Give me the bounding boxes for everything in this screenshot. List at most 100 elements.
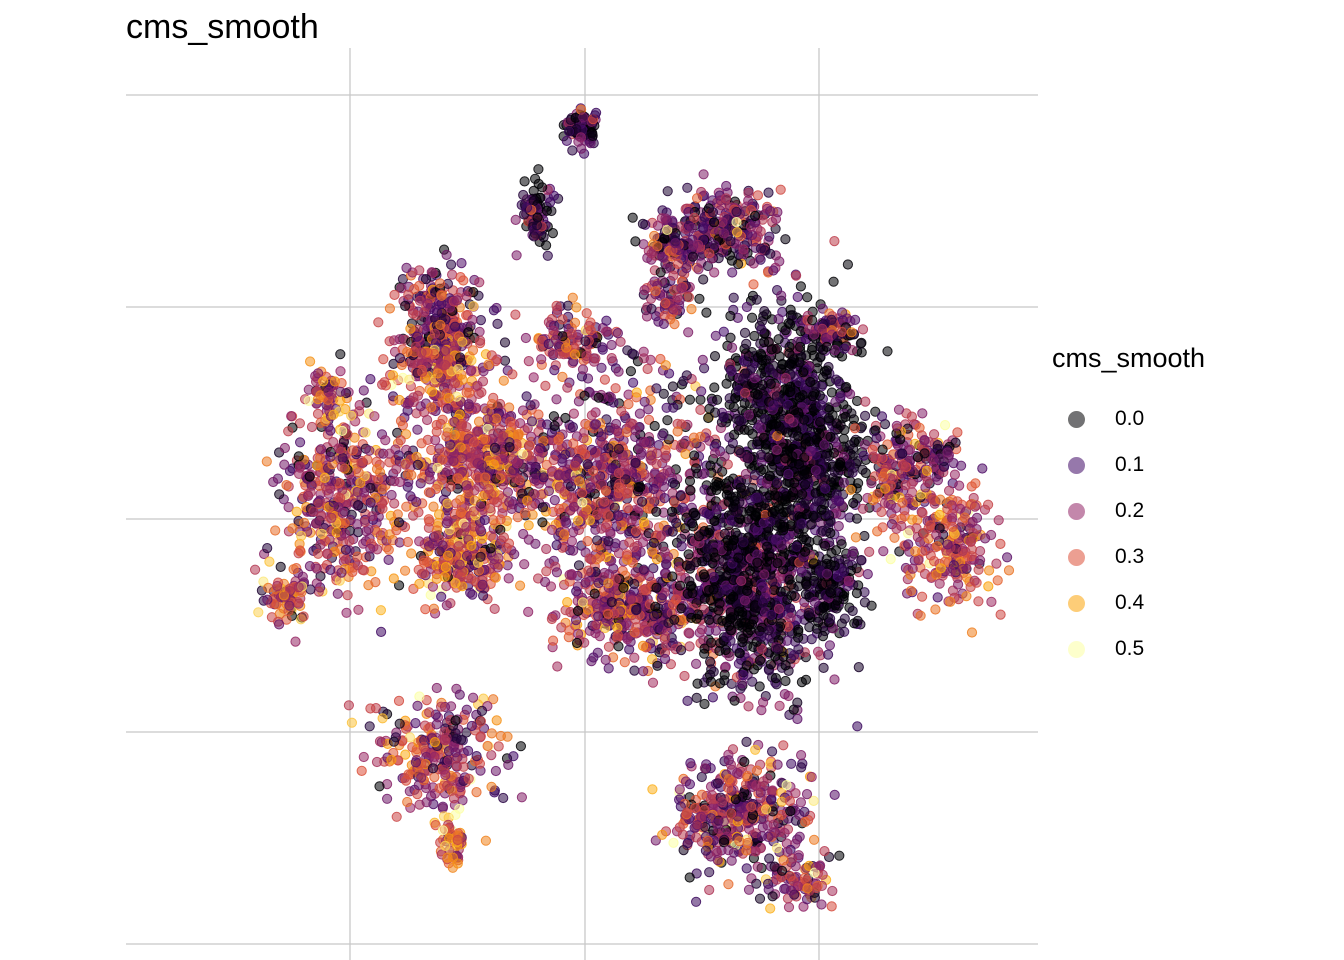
data-point	[529, 489, 540, 500]
data-point	[305, 584, 316, 595]
data-point	[412, 424, 423, 435]
data-point	[677, 829, 688, 840]
data-point	[771, 842, 783, 854]
data-point	[815, 860, 826, 871]
data-point	[450, 578, 461, 589]
data-point	[718, 556, 729, 567]
data-point	[495, 514, 506, 525]
data-point	[667, 381, 679, 392]
data-point	[732, 767, 743, 779]
data-point	[738, 373, 749, 384]
data-point	[406, 548, 417, 559]
data-point	[422, 414, 433, 426]
data-point	[794, 377, 805, 388]
data-point	[540, 576, 551, 588]
data-point	[725, 236, 736, 247]
data-point	[313, 586, 324, 597]
data-point	[784, 358, 796, 369]
data-point	[681, 807, 692, 818]
data-point	[365, 703, 376, 714]
data-point	[472, 472, 483, 483]
data-point	[756, 324, 767, 335]
data-point	[316, 510, 327, 521]
data-point	[757, 379, 768, 391]
data-point	[680, 448, 691, 460]
data-point	[376, 626, 387, 638]
data-point	[829, 674, 840, 685]
data-point	[470, 449, 481, 460]
data-point	[412, 459, 423, 470]
data-point	[370, 577, 381, 588]
data-point	[775, 184, 786, 195]
data-point	[538, 472, 549, 483]
data-point	[723, 774, 734, 785]
data-point	[729, 695, 740, 706]
data-point	[551, 567, 563, 578]
data-point	[262, 543, 273, 554]
data-point	[661, 559, 672, 570]
data-point	[591, 598, 602, 610]
data-point	[339, 518, 350, 529]
data-point	[448, 455, 459, 466]
data-point	[305, 487, 316, 498]
data-point	[773, 334, 784, 345]
data-point	[443, 755, 454, 766]
data-point	[467, 589, 478, 600]
data-point	[642, 626, 654, 637]
data-point	[784, 341, 795, 353]
data-point	[652, 660, 663, 671]
data-point	[463, 773, 474, 784]
data-point	[424, 474, 435, 485]
data-point	[570, 457, 581, 468]
data-point	[796, 677, 808, 688]
data-point	[675, 490, 686, 502]
data-point	[411, 496, 422, 507]
data-point	[753, 352, 764, 363]
data-point	[647, 677, 659, 688]
data-point	[279, 459, 290, 470]
data-point	[734, 836, 745, 847]
data-point	[785, 319, 796, 330]
data-point	[656, 530, 667, 541]
data-point	[508, 751, 519, 762]
data-point	[293, 582, 304, 593]
data-point	[502, 487, 513, 498]
data-point	[365, 497, 376, 508]
data-point	[333, 501, 344, 513]
data-point	[585, 482, 596, 493]
data-point	[826, 387, 838, 398]
data-point	[776, 290, 787, 301]
data-point	[685, 485, 696, 496]
data-point	[699, 763, 711, 774]
data-point	[319, 472, 330, 483]
data-point	[752, 861, 763, 872]
data-point	[672, 426, 683, 437]
data-point	[780, 675, 791, 687]
data-point	[629, 578, 640, 590]
data-point	[275, 561, 286, 573]
data-point	[852, 721, 863, 732]
data-point	[842, 259, 854, 270]
data-point	[489, 603, 500, 615]
data-point	[756, 831, 768, 842]
data-point	[476, 705, 488, 717]
data-point	[440, 735, 451, 746]
data-point	[461, 422, 472, 433]
data-point	[860, 410, 871, 421]
data-point	[486, 728, 497, 739]
data-point	[794, 831, 805, 842]
data-point	[491, 413, 502, 424]
data-point	[582, 536, 593, 547]
data-point	[566, 570, 577, 581]
data-point	[312, 497, 323, 508]
data-point	[437, 454, 448, 465]
data-point	[657, 430, 668, 441]
data-point	[782, 846, 793, 857]
data-point	[332, 588, 343, 599]
data-point	[383, 554, 394, 566]
data-point	[394, 718, 405, 729]
data-point	[689, 450, 700, 461]
data-point	[613, 443, 624, 455]
data-point	[785, 806, 796, 817]
data-point	[294, 418, 305, 429]
